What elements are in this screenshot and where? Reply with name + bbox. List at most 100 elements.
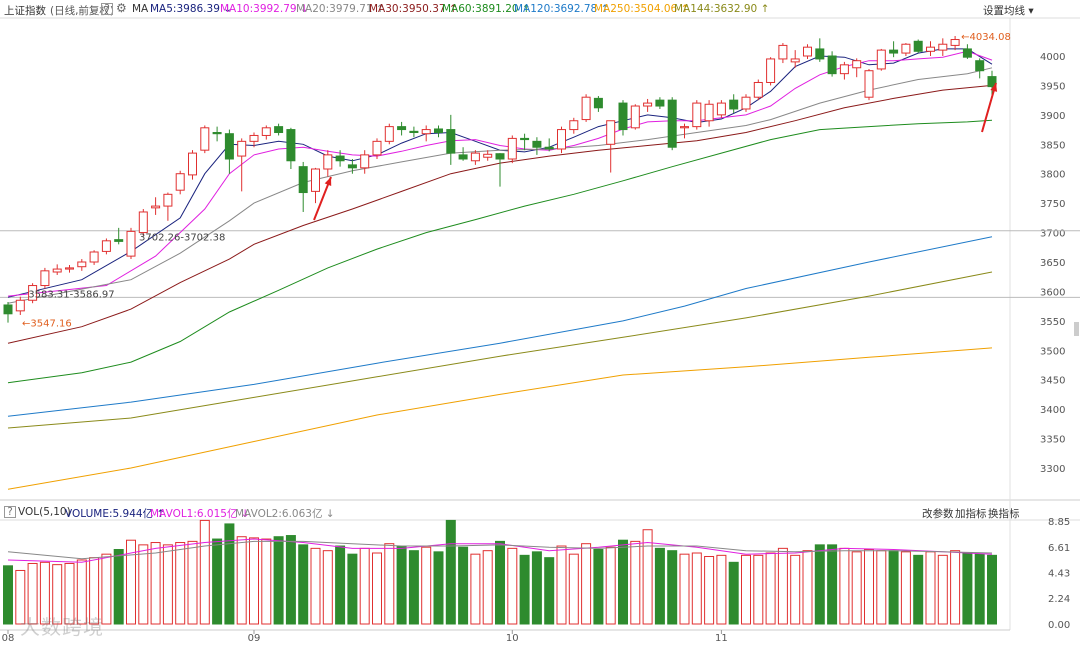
price-tick-label: 3900 bbox=[1040, 111, 1065, 122]
candle-body bbox=[77, 261, 87, 268]
candle bbox=[138, 209, 148, 236]
ma-item-6: MA250:3504.06 ↑ bbox=[594, 3, 690, 15]
volume-bar bbox=[3, 565, 13, 625]
volume-bar bbox=[347, 553, 358, 625]
candle bbox=[163, 192, 173, 221]
volume-bar bbox=[249, 537, 259, 625]
candle bbox=[3, 302, 13, 323]
volume-bar bbox=[76, 559, 87, 625]
ma-line-ma250 bbox=[7, 347, 993, 490]
candle bbox=[483, 150, 493, 161]
arrow-head bbox=[324, 177, 332, 186]
red-arrow-right bbox=[981, 82, 998, 133]
candle bbox=[212, 126, 222, 142]
volume-bar bbox=[593, 549, 604, 625]
candle bbox=[520, 133, 530, 151]
candle-body bbox=[28, 285, 38, 301]
volume-bar bbox=[642, 529, 653, 625]
candle bbox=[778, 43, 788, 64]
candle bbox=[680, 123, 689, 139]
volume-bar bbox=[605, 546, 616, 625]
candle bbox=[839, 61, 849, 80]
volume-bar bbox=[27, 562, 38, 625]
volume-legend-bar: ? VOL(5,10) VOLUME:5.944亿 ↑ MAVOL1:6.015亿… bbox=[0, 503, 1080, 521]
ma-label: MA bbox=[132, 3, 149, 15]
volume-bar bbox=[864, 549, 874, 625]
volume-bar bbox=[962, 552, 973, 625]
volume-tick-label: 8.85 bbox=[1048, 517, 1070, 528]
candle bbox=[15, 296, 25, 315]
set-ma-button[interactable]: 设置均线 ▾ bbox=[983, 5, 1034, 17]
volume-bar bbox=[212, 538, 223, 625]
candle-body bbox=[421, 129, 431, 135]
volume-bar bbox=[691, 552, 702, 625]
question-icon[interactable]: ? bbox=[101, 3, 113, 15]
candle bbox=[606, 120, 616, 173]
volume-bar bbox=[285, 535, 296, 625]
candle bbox=[643, 98, 653, 112]
ma-item-4: MA60:3891.20 ↑ bbox=[442, 3, 531, 15]
volume-bar bbox=[408, 550, 419, 625]
candle bbox=[495, 153, 505, 187]
volume-bar bbox=[150, 542, 161, 625]
candle bbox=[630, 104, 640, 130]
price-tick-label: 3800 bbox=[1040, 170, 1065, 181]
volume-bar bbox=[925, 551, 936, 625]
high-label: ←4034.08 bbox=[961, 32, 1011, 43]
candle-body bbox=[347, 164, 357, 169]
candle bbox=[89, 250, 99, 265]
candle-body bbox=[864, 70, 874, 98]
volume-bar bbox=[39, 561, 50, 625]
candle bbox=[692, 100, 702, 130]
volume-bar bbox=[900, 551, 911, 625]
candle bbox=[372, 138, 382, 159]
candle bbox=[237, 138, 247, 192]
question-icon-vol[interactable]: ? bbox=[4, 506, 16, 518]
price-tick-label: 3450 bbox=[1040, 376, 1065, 387]
candle-body bbox=[372, 140, 382, 156]
price-tick-label: 3950 bbox=[1040, 81, 1065, 92]
candle bbox=[987, 70, 997, 98]
watermark-text: 大数跨境 bbox=[20, 615, 104, 639]
candle bbox=[274, 123, 284, 136]
arrow-head bbox=[990, 83, 998, 92]
candle-body bbox=[175, 173, 185, 191]
volume-bar bbox=[741, 554, 751, 625]
volume-bar bbox=[913, 554, 924, 625]
volume-bar bbox=[937, 554, 948, 625]
price-tick-label: 4000 bbox=[1040, 52, 1065, 63]
change-params-button[interactable]: 改参数 bbox=[922, 508, 954, 520]
candle bbox=[434, 125, 443, 138]
candle-body bbox=[409, 130, 419, 134]
candle bbox=[65, 264, 74, 273]
candle-body bbox=[200, 127, 210, 151]
top-legend-bar: 上证指数 (日线,前复权) ? ⚙ MA MA5:3986.39 ↓ MA10:3… bbox=[0, 0, 1080, 18]
candle bbox=[532, 137, 542, 155]
candle bbox=[40, 267, 50, 289]
volume-bar bbox=[950, 550, 961, 625]
gear-icon[interactable]: ⚙ bbox=[116, 1, 127, 15]
volume-bar bbox=[827, 544, 838, 625]
x-tick-label: 11 bbox=[715, 633, 728, 644]
switch-indicator-button[interactable]: 换指标 bbox=[988, 508, 1020, 520]
low-label: ←3547.16 bbox=[22, 319, 72, 330]
candle-body bbox=[286, 129, 296, 162]
candle-body bbox=[495, 153, 505, 160]
candle-body bbox=[680, 126, 689, 129]
candle bbox=[470, 150, 480, 165]
volume-bar bbox=[162, 544, 173, 625]
candle-body bbox=[975, 60, 985, 72]
candle bbox=[101, 238, 111, 255]
scroll-handle bbox=[1074, 322, 1079, 336]
candle bbox=[864, 68, 874, 101]
add-indicator-button[interactable]: 加指标 bbox=[955, 508, 987, 520]
set-ma-label: 设置均线 bbox=[983, 5, 1025, 17]
volume-bar bbox=[175, 542, 186, 625]
candle-body bbox=[581, 96, 591, 121]
ma-line-ma144 bbox=[7, 271, 993, 429]
volume-bar bbox=[187, 540, 198, 625]
volume-bar bbox=[851, 551, 862, 625]
candle-body bbox=[384, 126, 394, 142]
candle-body bbox=[520, 137, 530, 141]
